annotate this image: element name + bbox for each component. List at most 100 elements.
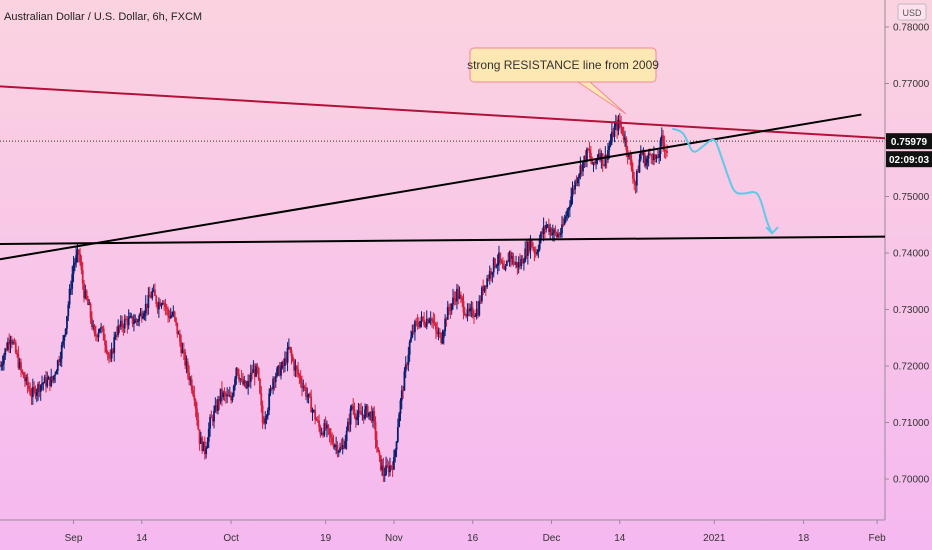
candle-body (164, 303, 167, 308)
candle-body (576, 178, 579, 184)
candle-body (588, 149, 591, 154)
candle-body (414, 321, 416, 333)
candle-body (213, 410, 215, 422)
candle-body (134, 319, 137, 323)
candle-body (295, 366, 298, 370)
candle-body (498, 252, 500, 263)
candle-body (425, 319, 428, 327)
candle-body (629, 153, 632, 160)
candle-body (523, 261, 525, 264)
candle-body (452, 297, 454, 305)
candle-body (607, 150, 609, 160)
time-scale[interactable]: Sep 14 Oct 19 Nov 16 Dec 14 2021 18 Feb (0, 519, 886, 544)
candle-body (586, 148, 588, 162)
candle-body (407, 354, 410, 365)
candle-body (421, 316, 424, 320)
candle-body (570, 196, 573, 206)
candle-body (287, 346, 290, 348)
candle-body (14, 342, 17, 353)
candle-body (286, 347, 289, 363)
candle-body (265, 415, 268, 419)
candle-body (519, 261, 521, 267)
candle-body (466, 309, 469, 316)
candle-body (327, 424, 330, 429)
candle-body (467, 309, 470, 312)
candle-body (411, 331, 414, 338)
candle-body (260, 393, 263, 406)
candle-body (565, 216, 567, 220)
rising-trendline-line[interactable] (0, 113, 862, 261)
candle-body (408, 341, 411, 355)
candle-body (117, 325, 120, 335)
candle-body (122, 327, 125, 329)
currency-button[interactable]: USD (897, 3, 927, 21)
candle-body (445, 318, 448, 320)
x-tick-label: Dec (543, 533, 561, 544)
x-tick-label: Oct (223, 533, 239, 544)
candle-body (637, 171, 640, 173)
candle-body (306, 396, 309, 398)
candle-body (139, 312, 142, 316)
candle-body (568, 205, 571, 209)
resistance-line[interactable] (0, 85, 886, 140)
candle-body (184, 351, 187, 366)
candle-body (142, 316, 145, 319)
candle-body (9, 339, 12, 345)
candle-body (494, 258, 496, 267)
drawn-lines[interactable] (0, 85, 886, 261)
candle-body (266, 410, 269, 416)
candle-body (622, 134, 625, 140)
candle-body (50, 376, 53, 387)
candle-body (207, 428, 210, 442)
candle-body (12, 341, 15, 344)
candle-body (47, 377, 50, 380)
annotation-callout[interactable]: strong RESISTANCE line from 2009 (467, 47, 659, 115)
candle-body (181, 349, 184, 353)
candle-body (293, 360, 296, 371)
candle-body (546, 224, 549, 226)
candle-body (24, 377, 26, 382)
candle-body (345, 430, 348, 442)
candle-body (432, 319, 435, 323)
candle-body (361, 414, 364, 416)
candle-body (167, 308, 169, 316)
forecast-arrowhead (765, 226, 779, 235)
currency-button-box (897, 3, 927, 21)
candle-body (366, 406, 369, 417)
candle-body (97, 332, 100, 338)
horizontal-support-line[interactable] (0, 235, 886, 245)
candle-body (589, 153, 592, 160)
candle-body (448, 306, 450, 310)
candle-body (131, 315, 134, 324)
candle-body (656, 156, 659, 158)
candle-body (178, 333, 181, 342)
candle-body (66, 316, 68, 329)
candle-body (1, 363, 4, 366)
forecast-path[interactable] (672, 127, 773, 234)
candle-body (592, 162, 595, 165)
candle-body (173, 311, 176, 318)
candle-body (658, 154, 661, 158)
candle-body (520, 259, 523, 267)
candle-body (482, 287, 485, 292)
candle-body (358, 410, 361, 412)
candle-body (22, 372, 25, 378)
candle-body (247, 380, 250, 387)
candle-body (461, 297, 464, 301)
candle-body (106, 352, 109, 354)
candle-body (277, 365, 280, 369)
candle-body (222, 392, 225, 398)
candle-body (638, 159, 641, 173)
candle-body (56, 360, 59, 371)
candle-body (454, 298, 457, 302)
candle-body (574, 181, 577, 190)
candle-body (152, 289, 155, 291)
candle-body (356, 417, 359, 421)
candle-body (202, 441, 205, 452)
candle-body (651, 156, 654, 160)
candle-body (471, 307, 474, 317)
candle-body (400, 390, 403, 401)
candle-body (645, 162, 647, 166)
candle-body (242, 378, 244, 385)
